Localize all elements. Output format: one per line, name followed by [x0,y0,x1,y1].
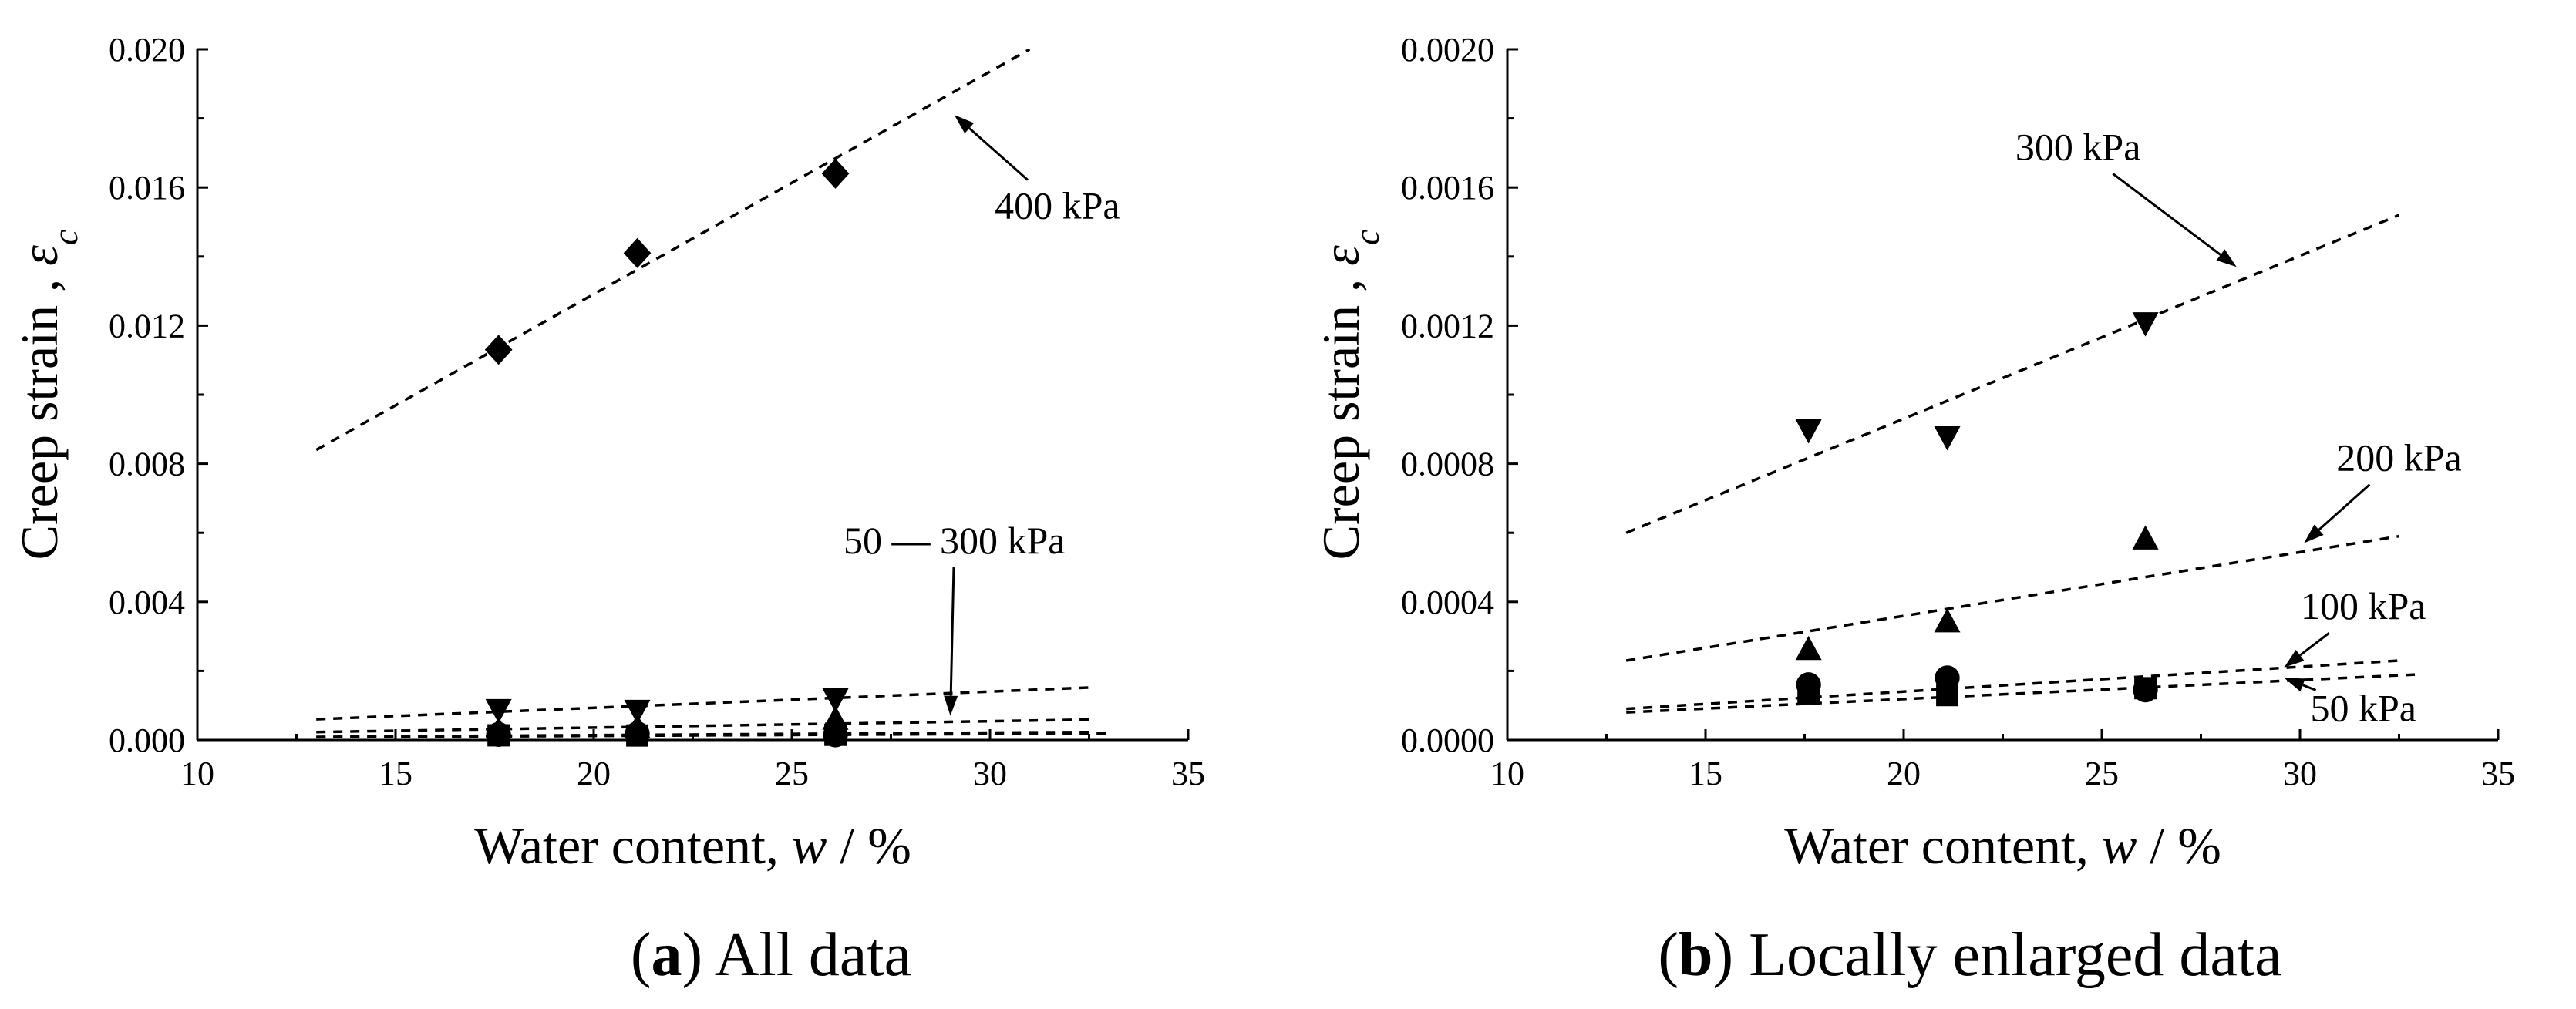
x-axis-label-var: w [2102,816,2137,875]
x-tick-label: 30 [973,755,1007,792]
y-tick-label: 0.000 [109,721,185,759]
annotation-arrowhead [2284,678,2305,692]
caption-letter: a [651,921,682,989]
y-tick-label: 0.0008 [1401,446,1494,483]
y-tick-label: 0.016 [109,169,185,207]
y-tick-label: 0.020 [109,31,185,69]
data-point-100-kpa [1935,665,1960,691]
data-point-300-kpa [485,698,512,724]
panel-a: 10 15 20 25 30 35 0.000 0.004 0.008 0.012 0.016 0.0… [10,31,1205,989]
caption-text: ) All data [682,921,911,989]
y-tick-label: 0.0004 [1401,584,1494,621]
x-tick-label: 15 [1689,755,1722,792]
annotation-arrowhead [2216,249,2237,267]
panel-b: 10 15 20 25 30 35 0.0000 0.0004 0.0008 0.0012 0.00… [1312,31,2515,989]
data-point-300-kpa [2132,312,2159,337]
fit-line-200-kpa [1625,534,2399,662]
annotation-arrow [2299,632,2330,657]
data-point-100-kpa [1796,672,1821,698]
data-point-200-kpa [1934,607,1961,633]
x-axis-label-text: Water content, [1784,816,2102,875]
annotation-label: 400 kPa [995,184,1120,227]
x-axis-label-unit: / % [827,816,911,875]
fit-line-400-kpa [315,48,1031,452]
y-axis-label: Creep strain , εc [1312,230,1386,560]
x-tick-label: 25 [2085,755,2119,792]
annotation-arrow [2112,173,2221,256]
y-tick-label: 0.0016 [1401,169,1494,207]
annotation-label: 200 kPa [2336,436,2462,479]
x-axis-label-unit: / % [2137,816,2221,875]
y-axis-label-sub: c [1347,230,1386,245]
x-tick-label: 30 [2283,755,2317,792]
caption-text: ) Locally enlarged data [1712,921,2281,989]
y-tick-label: 0.012 [109,307,185,345]
annotation-arrow [2318,483,2371,531]
x-axis-label-text: Water content, [474,816,792,875]
caption-paren-open: ( [631,921,652,989]
x-tick-label: 10 [1490,755,1524,792]
fit-line-300-kpa [1625,214,2400,534]
fit-line-200-kpa [316,718,1089,734]
x-axis-label: Water content, w / % [1784,816,2221,875]
y-axis-label-text: Creep strain , [10,266,69,560]
x-axis-label: Water content, w / % [474,816,911,875]
data-point-300-kpa [624,699,651,725]
y-axis-label-var: ε [1312,245,1370,266]
data-point-200-kpa [624,714,651,738]
x-tick-label: 15 [379,755,412,792]
annotation-arrowhead [2304,524,2324,543]
caption-paren-open: ( [1658,921,1679,989]
x-tick-label: 25 [775,755,809,792]
y-tick-label: 0.008 [109,446,185,483]
data-point-300-kpa [1795,419,1822,444]
fit-line-50-kpa [1626,673,2419,714]
fit-line-100-kpa [1626,659,2399,711]
annotation-label: 50 ― 300 kPa [844,519,1066,562]
y-tick-label: 0.004 [109,584,185,621]
data-point-200-kpa [1795,635,1822,661]
annotation-arrowhead [944,695,958,716]
data-point-400-kpa [623,237,652,268]
caption-letter: b [1679,921,1713,989]
x-tick-label: 20 [577,755,611,792]
x-tick-label: 10 [180,755,214,792]
y-tick-label: 0.0012 [1401,307,1494,345]
data-point-300-kpa [1934,426,1961,451]
annotation-arrow [949,567,955,696]
data-point-400-kpa [484,335,513,365]
panel-caption: (a) All data [631,921,911,989]
y-axis-label-var: ε [10,245,69,266]
y-axis-label-sub: c [45,230,85,245]
annotation-arrow [968,127,1029,181]
fit-line-100-kpa [316,730,1089,738]
y-tick-label: 0.0020 [1401,31,1494,69]
data-point-200-kpa [822,705,849,730]
y-axis-label-text: Creep strain , [1312,266,1370,560]
data-point-300-kpa [822,688,849,713]
x-axis-label-var: w [792,816,827,875]
x-tick-label: 35 [2481,755,2515,792]
fit-line-300-kpa [316,686,1089,721]
annotation-label: 300 kPa [2015,125,2141,168]
y-tick-label: 0.0000 [1401,721,1494,759]
annotation-arrowhead [2284,649,2305,668]
annotation-label: 50 kPa [2310,686,2416,729]
annotation-arrowhead [954,115,975,134]
annotation-arrow [2302,684,2317,691]
x-tick-label: 20 [1887,755,1921,792]
annotation-label: 100 kPa [2301,584,2426,627]
y-axis-label: Creep strain , εc [10,230,85,560]
data-point-200-kpa [485,716,512,742]
data-point-200-kpa [2132,525,2159,550]
data-point-100-kpa [2133,677,2158,703]
data-point-400-kpa [821,158,850,189]
x-tick-label: 35 [1171,755,1205,792]
panel-caption: (b) Locally enlarged data [1658,921,2281,989]
